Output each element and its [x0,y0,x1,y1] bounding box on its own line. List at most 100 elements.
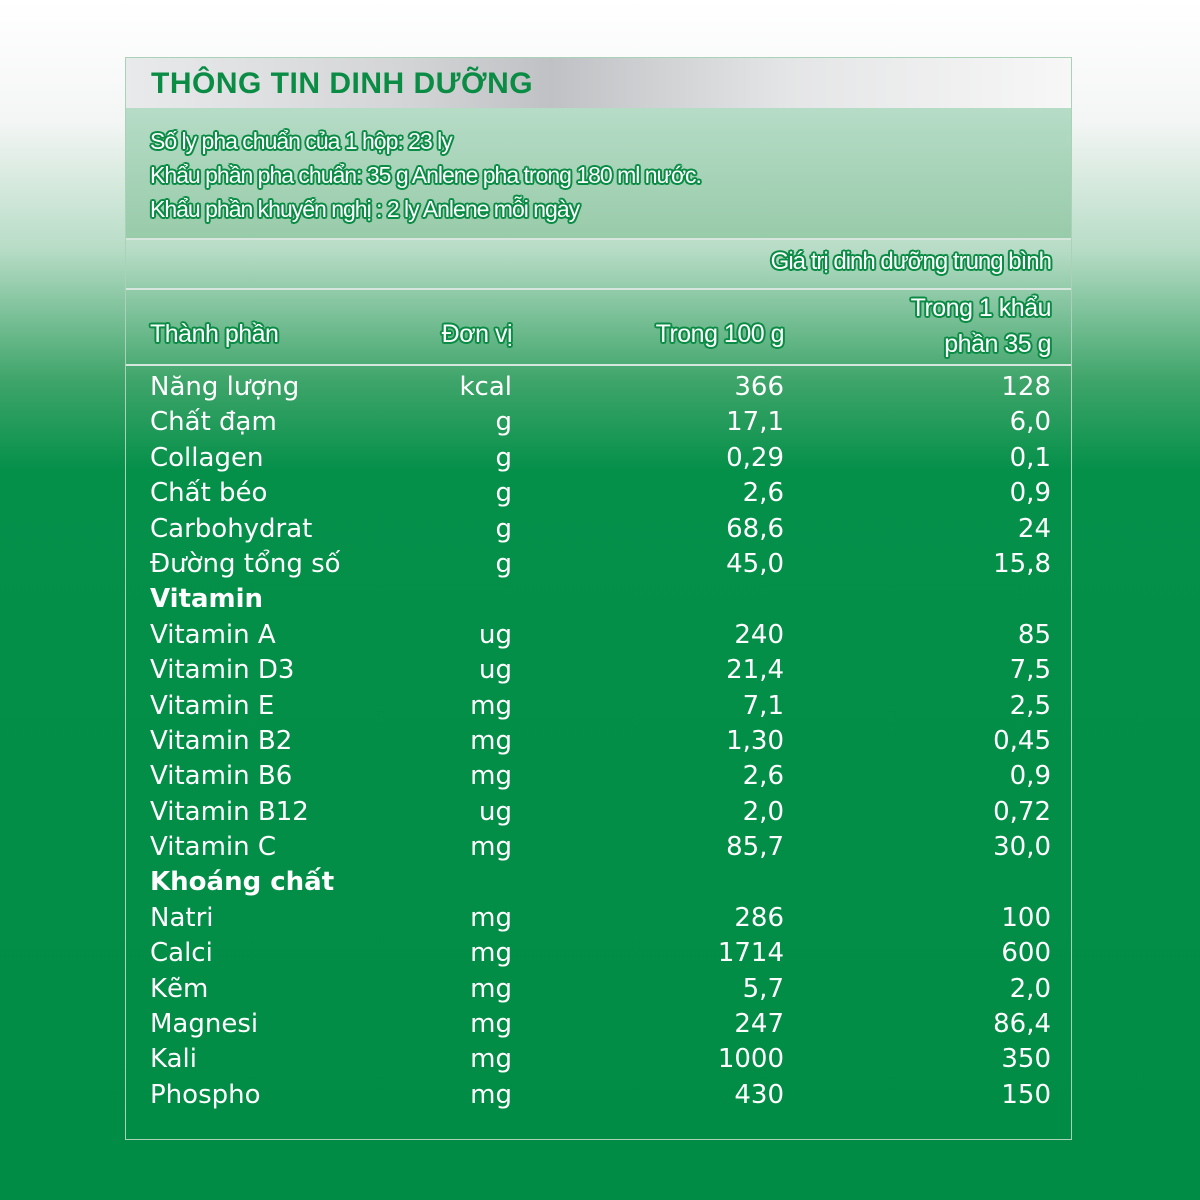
table-row: Phospho mg 430 150 [126,1080,1071,1115]
cell-per100: 2,6 [742,478,784,509]
cell-serving: 0,45 [993,725,1051,756]
cell-name: Calci [150,938,213,969]
cell-name: Kali [150,1044,197,1075]
table-row: Vitamin E mg 7,1 2,5 [126,691,1071,726]
table-row: Vitamin A ug 240 85 [126,620,1071,655]
cell-per100: 366 [734,372,784,402]
cell-serving: 2,5 [1009,690,1051,721]
cell-unit: mg [470,973,512,1004]
cell-per100: 17,1 [726,407,784,438]
cell-unit: mg [470,938,512,969]
cell-unit: g [495,407,512,438]
cell-name: Vitamin B6 [150,761,293,792]
section-row: Vitamin [126,584,1071,619]
cell-name: Vitamin B12 [150,796,309,827]
cell-name: Chất béo [150,478,268,509]
cell-per100: 430 [734,1079,784,1110]
table-row: Chất đạm g 17,1 6,0 [126,407,1071,442]
cell-per100: 240 [734,619,784,650]
table-row: Vitamin D3 ug 21,4 7,5 [126,655,1071,690]
cell-unit: ug [479,796,512,827]
divider [126,288,1071,290]
cell-per100: 85,7 [726,832,784,863]
cell-per100: 45,0 [726,548,784,579]
cell-name: Vitamin A [150,619,276,650]
table-row: Collagen g 0,29 0,1 [126,443,1071,478]
table-row: Kẽm mg 5,7 2,0 [126,974,1071,1009]
cell-unit: mg [470,690,512,721]
cell-serving: 2,0 [1009,973,1051,1004]
table-row: Năng lượng kcal 366 128 [126,372,1071,407]
cell-unit: ug [479,619,512,650]
cell-per100: 7,1 [742,690,784,721]
cell-name: Magnesi [150,1009,259,1040]
cell-per100: 21,4 [726,655,784,686]
table-row: Kali mg 1000 350 [126,1044,1071,1079]
serving-info: Số ly pha chuẩn của 1 hộp: 23 ly Khẩu ph… [126,108,1071,239]
cell-serving: 350 [1001,1044,1051,1075]
cell-serving: 6,0 [1009,407,1051,438]
page-title: THÔNG TIN DINH DƯỠNG [151,67,534,100]
cell-name: Phospho [150,1079,261,1110]
cell-unit: mg [470,1079,512,1110]
info-line: Khẩu phần khuyến nghị : 2 ly Anlene mỗi … [150,196,580,222]
cell-name: Carbohydrat [150,513,313,544]
cell-name: Vitamin B2 [150,725,293,756]
col-header-name: Thành phần [150,320,279,348]
cell-serving: 86,4 [993,1009,1051,1040]
cell-per100: 1714 [717,938,784,969]
cell-unit: mg [470,1044,512,1075]
cell-name: Vitamin C [150,832,277,863]
cell-unit: mg [470,902,512,933]
col-header-per100: Trong 100 g [655,320,785,348]
table-row: Vitamin C mg 85,7 30,0 [126,832,1071,867]
cell-unit: mg [470,725,512,756]
col-header-serving: Trong 1 khẩu [910,294,1052,322]
title-band: THÔNG TIN DINH DƯỠNG [126,58,1071,108]
cell-name: Năng lượng [150,372,300,402]
cell-name: Khoáng chất [150,867,335,898]
cell-unit: kcal [459,372,512,402]
cell-serving: 0,9 [1009,478,1051,509]
cell-serving: 100 [1001,902,1051,933]
cell-per100: 2,6 [742,761,784,792]
cell-per100: 1000 [717,1044,784,1075]
table-row: Vitamin B12 ug 2,0 0,72 [126,797,1071,832]
cell-name: Vitamin E [150,690,275,721]
cell-unit: g [495,442,512,473]
cell-name: Đường tổng số [150,548,341,579]
cell-unit: g [495,548,512,579]
cell-unit: g [495,478,512,509]
cell-per100: 286 [734,902,784,933]
cell-per100: 68,6 [726,513,784,544]
cell-unit: g [495,513,512,544]
table-row: Carbohydrat g 68,6 24 [126,514,1071,549]
cell-serving: 0,1 [1009,442,1051,473]
cell-per100: 2,0 [742,796,784,827]
cell-per100: 247 [734,1009,784,1040]
info-line: Khẩu phần pha chuẩn: 35 g Anlene pha tro… [150,162,702,188]
cell-serving: 24 [1017,513,1051,544]
cell-name: Kẽm [150,973,209,1004]
section-row: Khoáng chất [126,867,1071,902]
nutrition-table: Năng lượng kcal 366 128 Chất đạm g 17,1 6,0 Coll… [126,372,1071,1115]
cell-serving: 600 [1001,938,1051,969]
table-row: Đường tổng số g 45,0 15,8 [126,549,1071,584]
cell-name: Vitamin [150,584,264,615]
cell-name: Collagen [150,442,264,473]
col-header-unit: Đơn vị [441,320,513,348]
table-row: Vitamin B6 mg 2,6 0,9 [126,761,1071,796]
cell-serving: 15,8 [993,548,1051,579]
cell-name: Natri [150,902,214,933]
cell-serving: 0,9 [1009,761,1051,792]
cell-serving: 30,0 [993,832,1051,863]
cell-unit: ug [479,655,512,686]
cell-unit: mg [470,1009,512,1040]
cell-name: Vitamin D3 [150,655,295,686]
table-row: Natri mg 286 100 [126,903,1071,938]
nutrition-panel: THÔNG TIN DINH DƯỠNG Số ly pha chuẩn của… [125,57,1072,1140]
info-line: Số ly pha chuẩn của 1 hộp: 23 ly [150,128,453,154]
divider [126,364,1071,366]
table-row: Magnesi mg 247 86,4 [126,1009,1071,1044]
cell-per100: 0,29 [726,442,784,473]
